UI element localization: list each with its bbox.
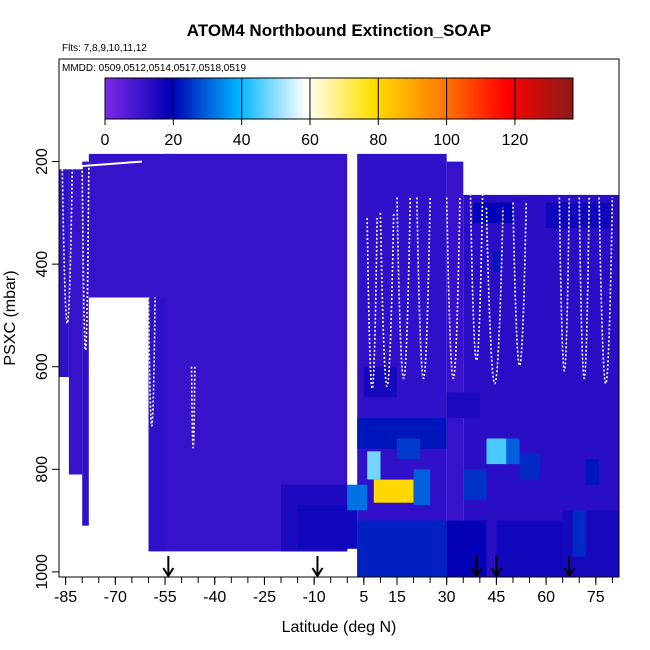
latitude-arrow-head (563, 567, 576, 578)
colorbar-tick-label: 80 (369, 132, 387, 149)
heatmap-cells (59, 153, 619, 577)
heatmap-cell-22 (413, 469, 431, 506)
flight-track-5 (379, 212, 395, 387)
latitude-arrow-head (470, 567, 483, 578)
flight-track-14 (598, 197, 614, 384)
x-tick-label: 60 (537, 589, 555, 606)
heatmap-cell-14 (357, 520, 447, 577)
y-tick-label: 1000 (34, 554, 51, 590)
x-tick-label: 45 (487, 589, 505, 606)
heatmap-cell-4 (148, 297, 166, 552)
heatmap-cell-9 (446, 161, 464, 577)
flight-track-10 (485, 207, 504, 385)
colorbar-gradient (104, 77, 574, 120)
heatmap-cell-21 (506, 438, 520, 465)
heatmap-cell-11 (473, 202, 513, 224)
heatmap-cell-24 (463, 469, 487, 501)
colorbar-tick-label: 120 (502, 132, 529, 149)
heatmap-cell-19 (373, 479, 414, 503)
x-tick-label: 15 (388, 589, 406, 606)
latitude-arrows (162, 556, 576, 578)
heatmap-cell-29 (585, 459, 600, 485)
latitude-arrow-head (162, 567, 175, 578)
flight-track-12 (558, 197, 571, 372)
colorbar-tick-label: 100 (433, 132, 460, 149)
axes: -85 -70 -55 -40 -25 -10 5 15 30 45 60 75 200 400 600 80… (34, 148, 613, 606)
heatmap-cell-17 (562, 510, 619, 577)
x-tick-label: -25 (253, 589, 276, 606)
flights-subtitle: Flts: 7,8,9,10,11,12 (62, 43, 147, 54)
flight-track-0 (61, 169, 74, 324)
heatmap-cell-8 (357, 153, 447, 577)
x-tick-label: 30 (438, 589, 456, 606)
heatmap-cell-26 (572, 510, 586, 557)
heatmap-cell-31 (446, 392, 480, 418)
heatmap-cell-0 (59, 169, 69, 377)
flight-track-8 (445, 197, 461, 379)
heatmap-cell-18 (367, 451, 381, 480)
heatmap-cell-23 (347, 484, 368, 511)
flight-tracks (61, 160, 614, 449)
flight-track-1 (81, 166, 90, 351)
colorbar-tick-label: 60 (301, 132, 319, 149)
y-tick-label: 600 (34, 353, 51, 380)
flight-track-6 (396, 197, 412, 379)
x-tick-label: -10 (303, 589, 326, 606)
y-tick-label: 400 (34, 251, 51, 278)
heatmap-cell-1 (68, 169, 83, 475)
colorbar-tick-label: 0 (101, 132, 110, 149)
colorbar: 0 20 40 60 80 100 120 (101, 77, 574, 149)
heatmap-cell-7 (297, 505, 358, 549)
x-tick-label: 5 (359, 589, 368, 606)
chart-title: ATOM4 Northbound Extinction_SOAP (187, 21, 491, 40)
heatmap-cell-16 (496, 520, 563, 577)
plot-frame (58, 58, 620, 578)
colorbar-tick-label: 40 (233, 132, 251, 149)
flight-track-13 (578, 197, 590, 379)
y-tick-label: 200 (34, 148, 51, 175)
heatmap-cell-3 (88, 153, 175, 298)
x-axis-label: Latitude (deg N) (282, 619, 397, 636)
heatmap-cell-28 (493, 251, 500, 272)
heatmap-cell-30 (363, 366, 397, 398)
x-tick-label: -70 (104, 589, 127, 606)
dates-subtitle: MMDD: 0509,0512,0514,0517,0518,0519 (62, 63, 246, 74)
flight-track-level (72, 160, 142, 168)
x-tick-label: -40 (203, 589, 226, 606)
x-tick-label: 75 (587, 589, 605, 606)
x-tick-label: -85 (54, 589, 77, 606)
latitude-arrow-head (490, 567, 503, 578)
x-tick-label: -55 (153, 589, 176, 606)
flight-track-7 (416, 197, 431, 379)
heatmap-cell-20 (486, 438, 507, 465)
heatmap-cell-25 (519, 453, 540, 480)
heatmap-cell-15 (446, 520, 487, 577)
flight-track-4 (366, 217, 378, 390)
y-axis-label: PSXC (mbar) (2, 270, 19, 365)
y-tick-label: 800 (34, 456, 51, 483)
colorbar-tick-label: 20 (164, 132, 182, 149)
heatmap-cell-27 (397, 438, 421, 459)
flight-track-3 (190, 366, 196, 449)
latitude-arrow-head (311, 567, 324, 578)
flight-track-2 (147, 297, 156, 427)
